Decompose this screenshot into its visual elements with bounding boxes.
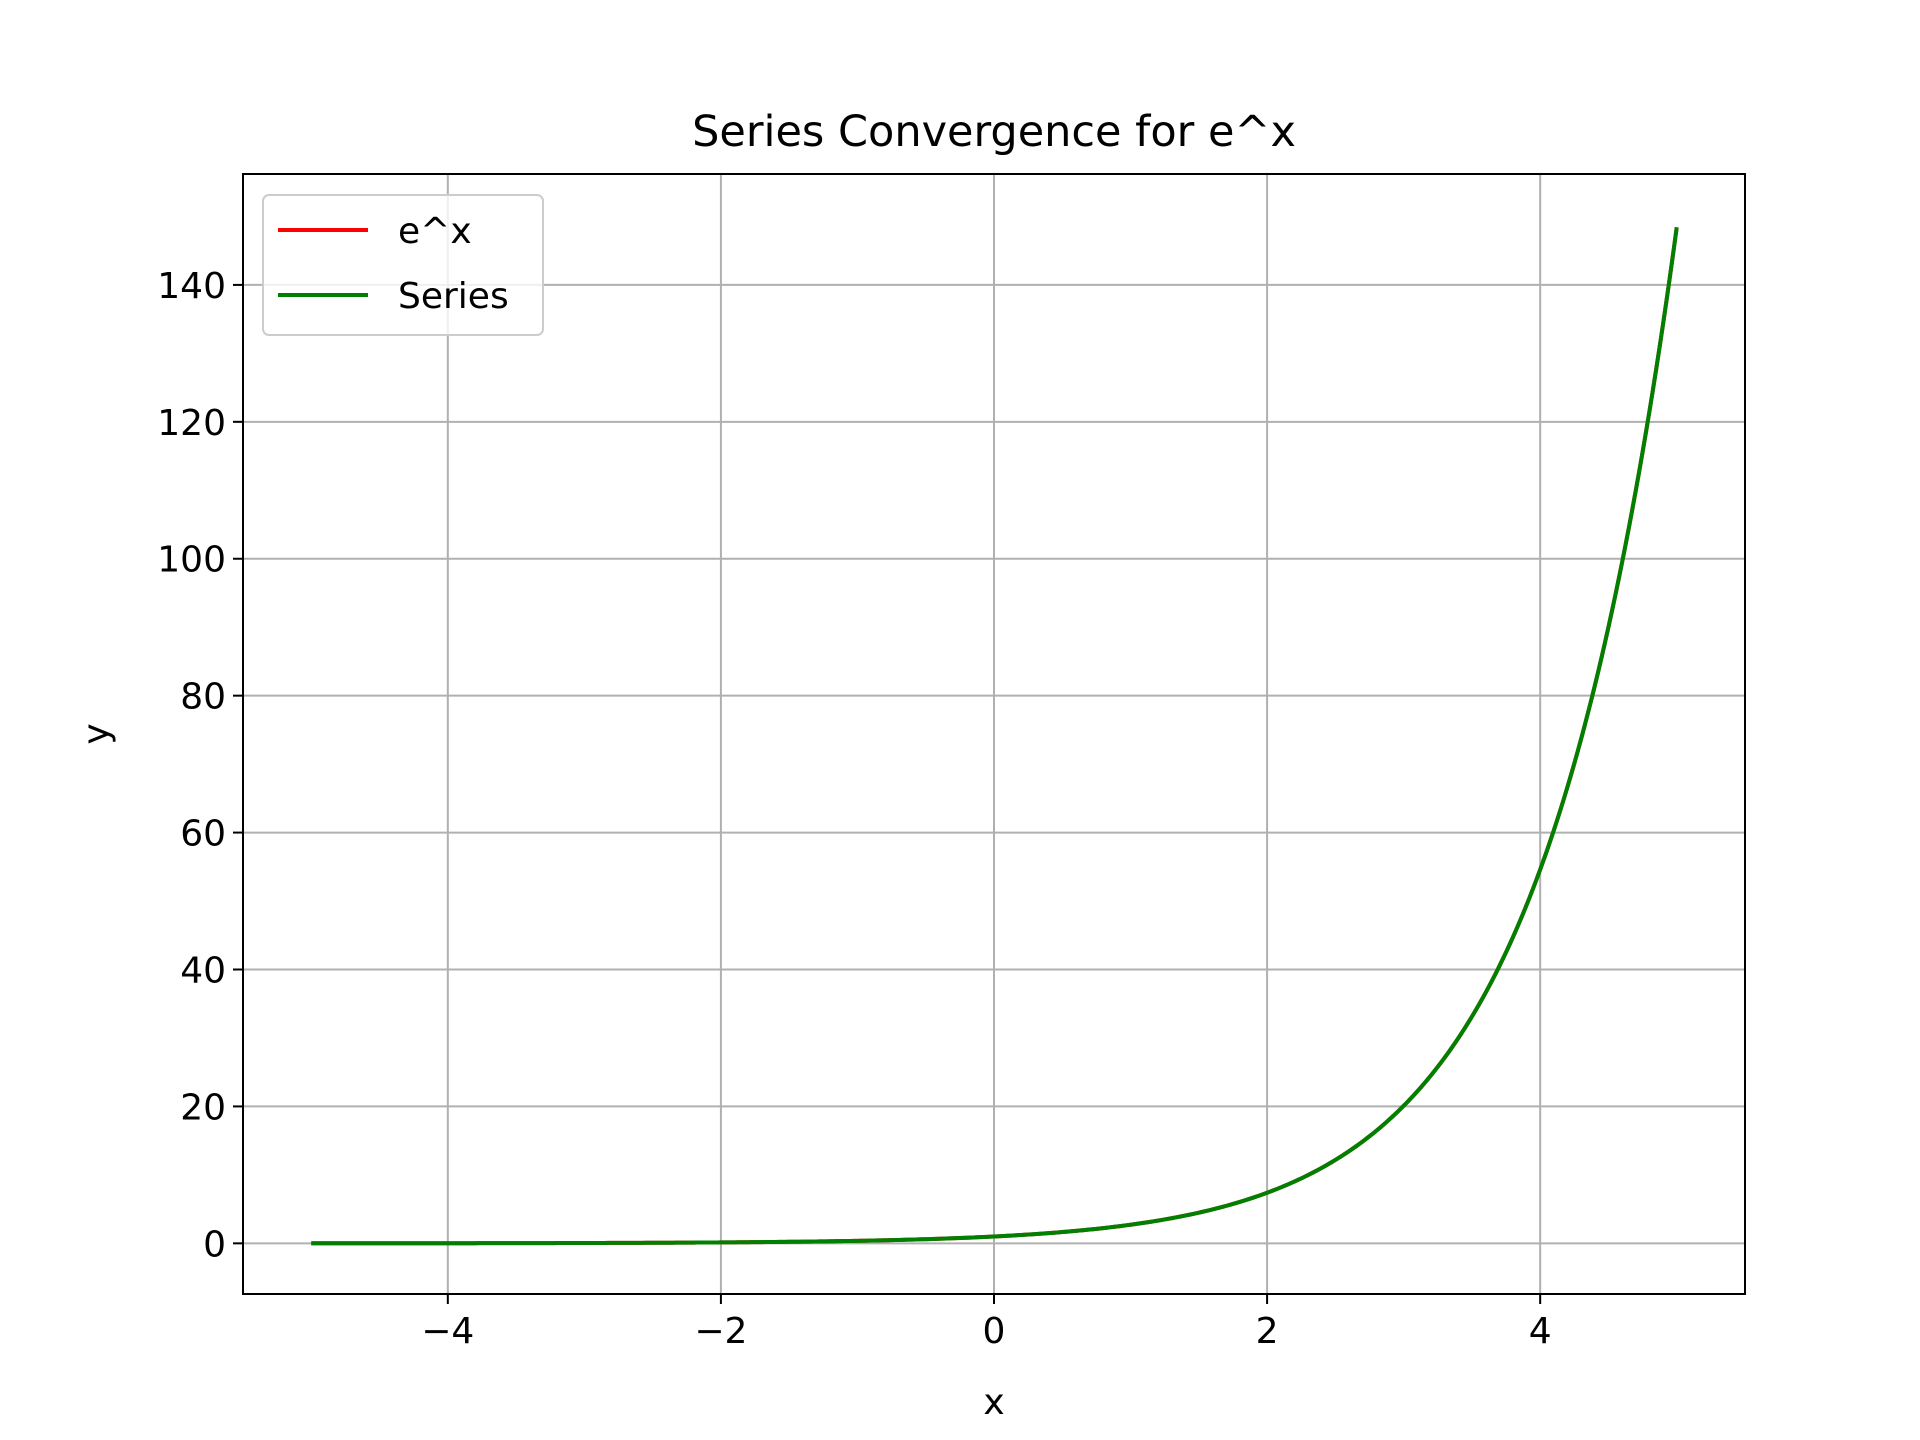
y-tick-label: 20	[180, 1087, 226, 1128]
series-lines	[311, 227, 1679, 1246]
x-tick-label: −2	[694, 1311, 747, 1352]
legend-label-series: Series	[398, 276, 509, 317]
x-axis-label: x	[983, 1382, 1004, 1423]
chart-title: Series Convergence for e^x	[692, 107, 1296, 157]
y-tick-label: 60	[180, 814, 226, 855]
x-tick-label: −4	[421, 1311, 474, 1352]
y-tick-label: 120	[157, 403, 226, 444]
legend-label-ex: e^x	[398, 211, 472, 252]
y-tick-label: 140	[157, 266, 226, 307]
grid	[243, 174, 1745, 1294]
series-line-series	[311, 227, 1679, 1246]
x-tick-label: 4	[1529, 1311, 1552, 1352]
y-axis-label: y	[76, 723, 117, 744]
y-tick-label: 100	[157, 540, 226, 581]
x-tick-label: 0	[983, 1311, 1006, 1352]
legend: e^x Series	[262, 194, 544, 336]
y-tick-label: 80	[180, 677, 226, 718]
y-tick-label: 40	[180, 951, 226, 992]
y-tick-label: 0	[203, 1224, 226, 1265]
x-tick-label: 2	[1256, 1311, 1279, 1352]
